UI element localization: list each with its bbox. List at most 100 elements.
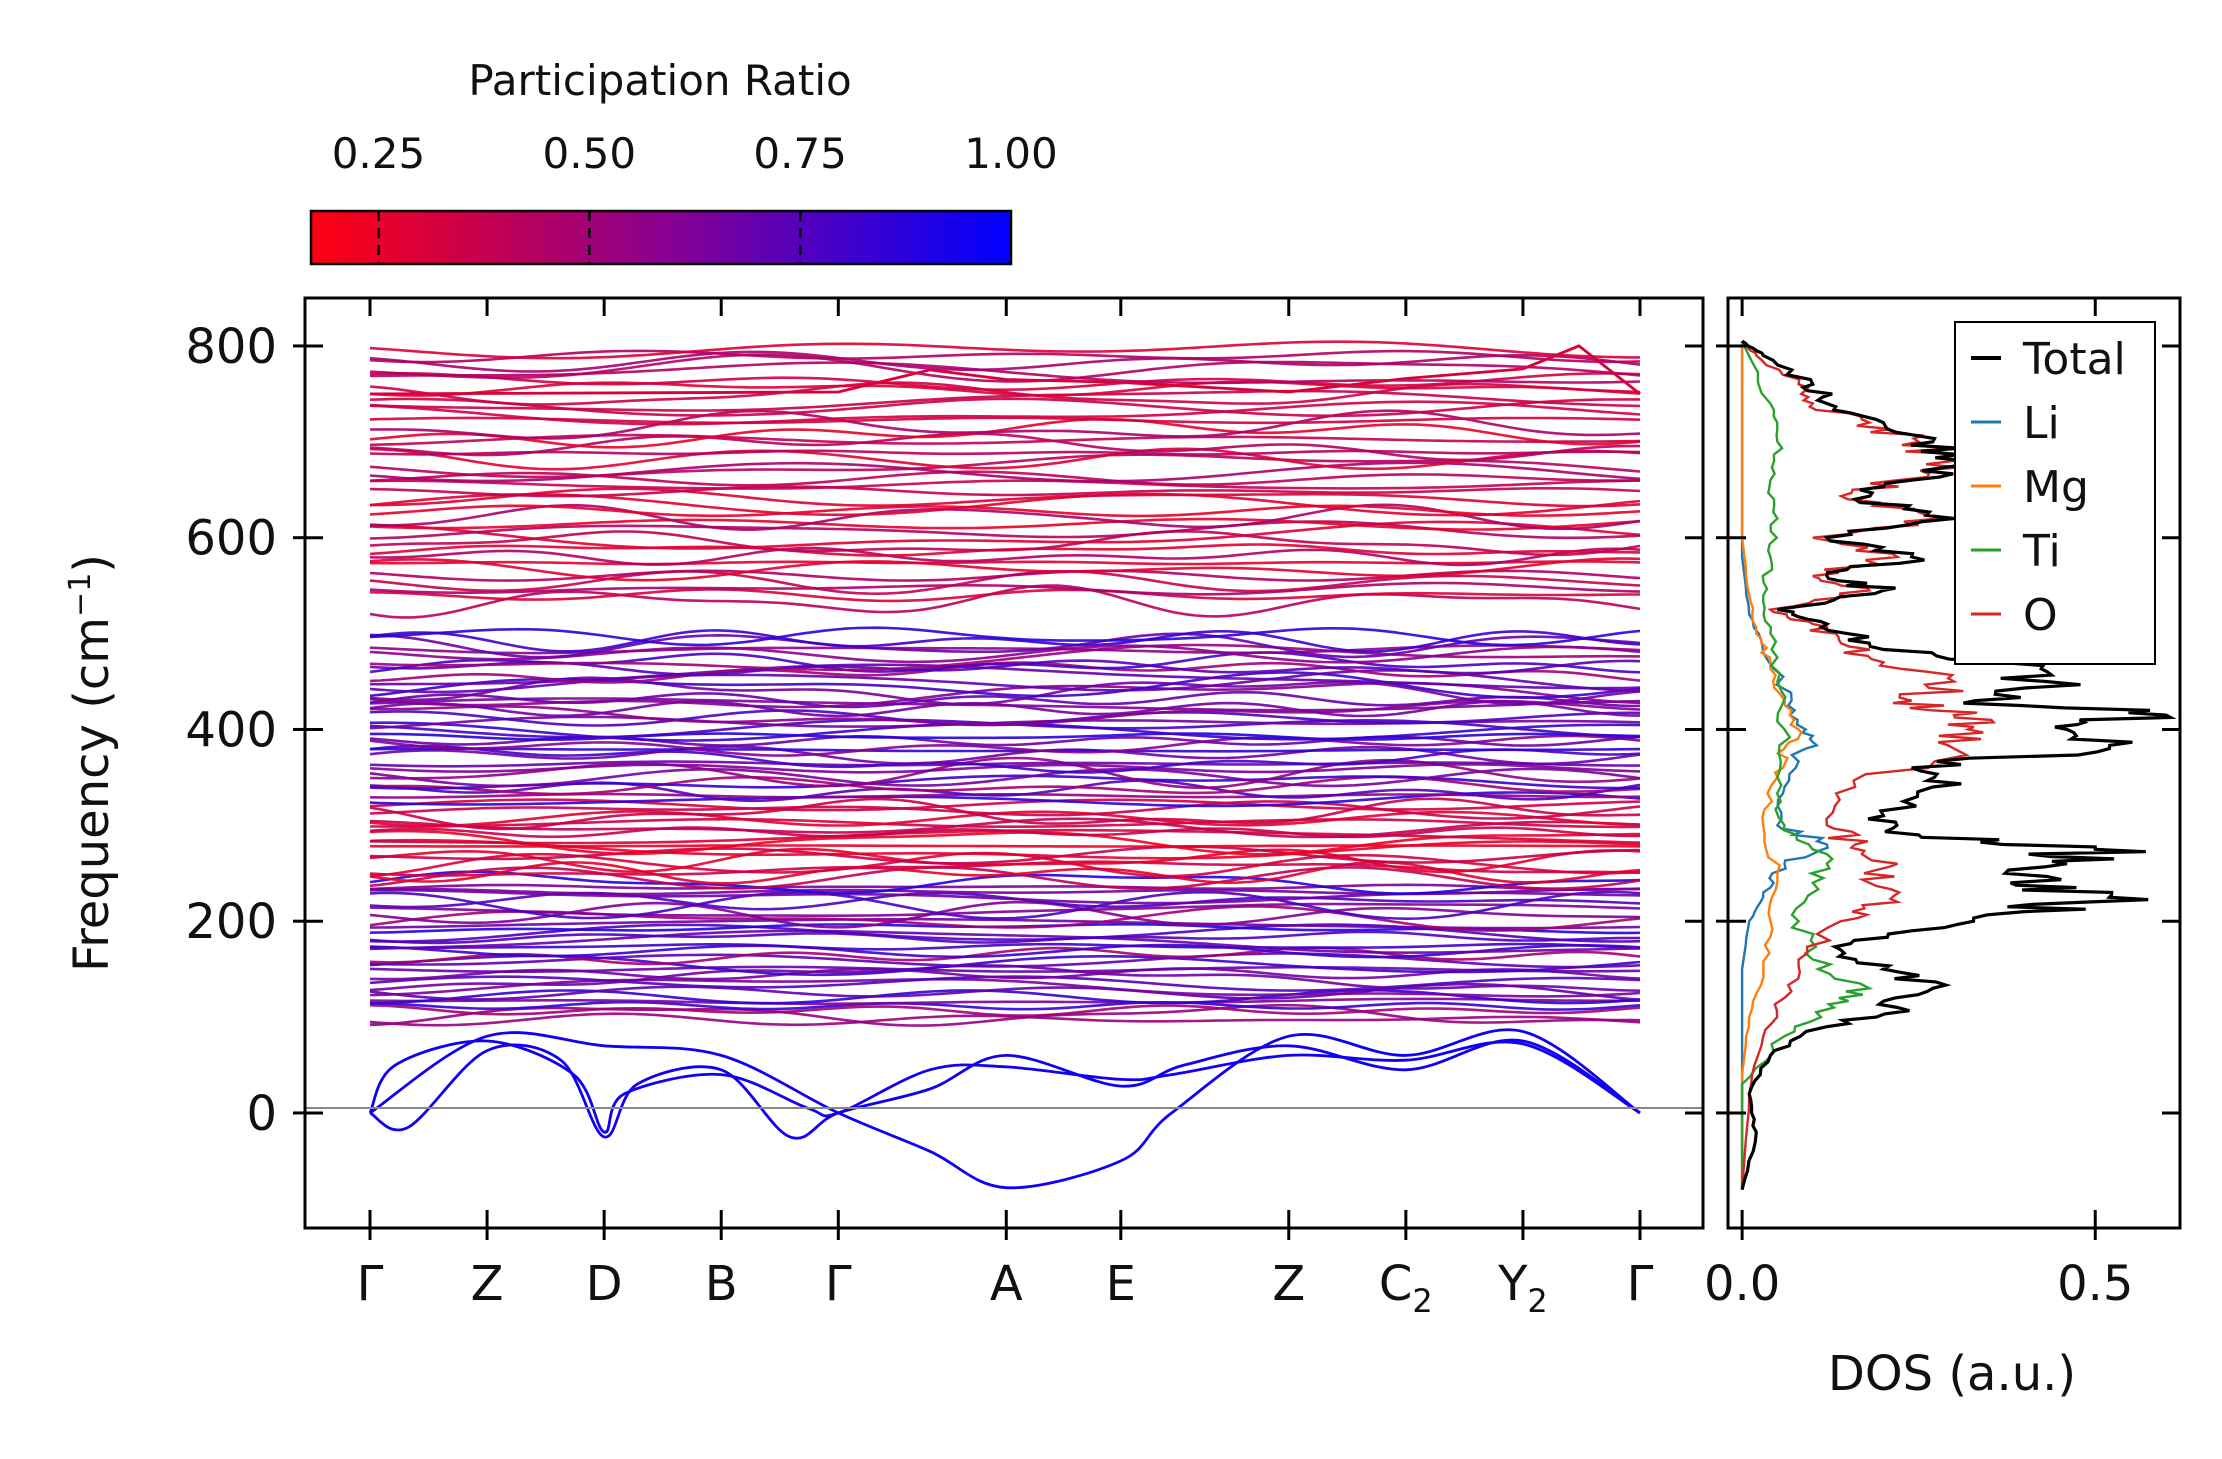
phonon-band — [369, 734, 1641, 757]
phonon-band — [370, 663, 1641, 690]
phonon-band — [369, 902, 1641, 917]
phonon-band — [369, 479, 1641, 490]
dos-axes-frame — [1726, 296, 2182, 1230]
phonon-band — [369, 504, 1641, 518]
colorbar: Participation Ratio 0.25 0.50 0.75 1.00 — [309, 56, 1058, 266]
phonon-band — [369, 529, 1641, 557]
phonon-band — [369, 954, 1641, 977]
frequency-axis: 0 200 400 600 800 — [185, 319, 1703, 1142]
dos-legend: Total Li Mg Ti O — [1954, 321, 2156, 665]
acoustic-branch — [369, 1028, 1641, 1190]
dos-axis-label: DOS (a.u.) — [1828, 1346, 2076, 1402]
colorbar-tick-label: 0.50 — [543, 129, 637, 178]
phonon-band — [369, 930, 1640, 945]
phonon-band — [369, 943, 1641, 959]
phonon-band — [369, 470, 1641, 487]
phonon-band — [369, 400, 1641, 426]
dos-x-tick-label: 0.5 — [2057, 1256, 2133, 1312]
high-symmetry-axis: Γ Z D B Γ A E Z C2 Y2 Γ — [357, 298, 1654, 1320]
phonon-band — [369, 350, 1641, 373]
phonon-band — [369, 676, 1641, 706]
colorbar-tick-label: 0.75 — [753, 129, 847, 178]
phonon-band — [369, 447, 1641, 471]
frequency-axis-label: Frequency (cm−1) — [63, 554, 120, 972]
phonon-band — [369, 883, 1641, 891]
phonon-band — [369, 747, 1641, 753]
phonon-band — [369, 546, 1641, 567]
phonon-band — [369, 817, 1641, 839]
frequency-tick-label: 0 — [246, 1086, 277, 1142]
frequency-tick-label: 200 — [185, 894, 277, 950]
phonon-band — [370, 487, 1641, 508]
dos-curve-total — [1740, 339, 2177, 1190]
phonon-bands — [368, 340, 1641, 1190]
phonon-band — [369, 389, 1641, 412]
high-symmetry-label: Γ — [825, 1256, 852, 1312]
phonon-band — [369, 866, 1641, 890]
phonon-band — [369, 845, 1641, 865]
phonon-band — [369, 1000, 1641, 1011]
high-symmetry-label: Z — [1272, 1256, 1305, 1312]
phonon-band — [369, 798, 1641, 812]
phonon-band — [369, 978, 1641, 998]
high-symmetry-label: C2 — [1379, 1256, 1433, 1320]
phonon-band — [369, 760, 1640, 768]
phonon-band — [369, 349, 1641, 364]
phonon-band — [369, 929, 1641, 955]
phonon-band — [369, 844, 1641, 848]
phonon-band — [369, 588, 1640, 603]
legend-box — [1954, 321, 2156, 665]
dos-panel: 0.0 0.5 DOS (a.u.) Total Li Mg Ti O — [1704, 296, 2182, 1402]
high-symmetry-label: D — [586, 1256, 623, 1312]
phonon-band — [369, 517, 1641, 531]
phonon-band — [369, 632, 1641, 659]
high-symmetry-label: E — [1106, 1256, 1136, 1312]
phonon-band — [369, 1003, 1641, 1027]
dos-x-tick-label: 0.0 — [1704, 1256, 1780, 1312]
high-symmetry-label: Y2 — [1497, 1256, 1548, 1320]
dos-x-axis: 0.0 0.5 — [1704, 298, 2133, 1312]
colorbar-gradient — [309, 209, 1013, 266]
dos-curves — [1740, 339, 2177, 1190]
dos-curve-mg — [1740, 341, 1803, 1190]
legend-label: O — [2023, 590, 2058, 641]
high-symmetry-label: Γ — [357, 1256, 384, 1312]
phonon-band — [369, 697, 1641, 712]
phonon-band — [369, 1004, 1641, 1017]
band-structure-panel: 0 200 400 600 800 Γ Z D B Γ A E Z C2 Y2 Γ Frequency (c… — [63, 296, 1705, 1320]
high-symmetry-label: Γ — [1627, 1256, 1654, 1312]
phonon-band — [369, 453, 1641, 479]
phonon-band — [369, 644, 1641, 655]
phonon-band — [369, 965, 1641, 973]
phonon-band — [369, 847, 1641, 874]
legend-label: Total — [2022, 334, 2126, 385]
legend-label: Ti — [2022, 526, 2061, 577]
phonon-band — [369, 417, 1641, 449]
phonon-band — [369, 890, 1641, 921]
phonon-band — [369, 800, 1641, 820]
phonon-band — [370, 817, 1641, 829]
phonon-band — [369, 371, 1641, 391]
dos-y-ticks — [1716, 344, 2180, 1115]
colorbar-tick-label: 0.25 — [332, 129, 426, 178]
phonon-band — [369, 626, 1641, 647]
phonon-band — [369, 409, 1641, 440]
phonon-band — [369, 946, 1641, 966]
phonon-band — [369, 997, 1640, 1006]
phonon-band — [369, 797, 1641, 831]
phonon-band — [369, 829, 1641, 856]
colorbar-tick-label: 1.00 — [964, 129, 1058, 178]
high-symmetry-label: B — [705, 1256, 738, 1312]
frequency-tick-label: 800 — [185, 319, 277, 375]
legend-label: Li — [2023, 398, 2060, 449]
phonon-band — [369, 767, 1641, 788]
phonon-band — [369, 449, 1641, 456]
phonon-band — [369, 416, 1641, 425]
phonon-band — [369, 581, 1641, 596]
phonon-band — [369, 520, 1641, 550]
legend-label: Mg — [2023, 462, 2089, 513]
phonon-band — [369, 557, 1641, 582]
acoustic-branch — [368, 1039, 1641, 1134]
band-axes-frame — [303, 296, 1705, 1230]
